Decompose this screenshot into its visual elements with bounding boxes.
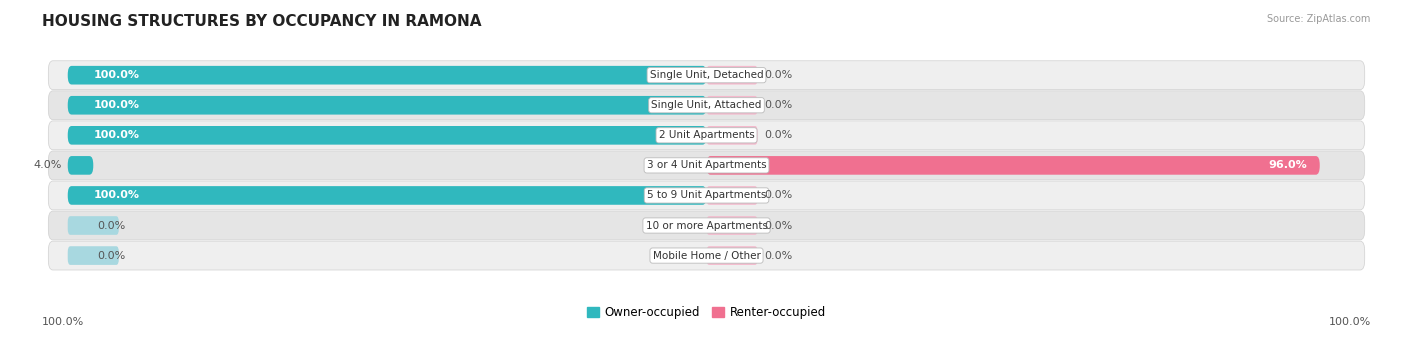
Text: HOUSING STRUCTURES BY OCCUPANCY IN RAMONA: HOUSING STRUCTURES BY OCCUPANCY IN RAMON…	[42, 14, 482, 29]
Legend: Owner-occupied, Renter-occupied: Owner-occupied, Renter-occupied	[582, 301, 831, 324]
Text: 10 or more Apartments: 10 or more Apartments	[645, 221, 768, 231]
FancyBboxPatch shape	[48, 181, 1365, 210]
Text: 0.0%: 0.0%	[763, 221, 792, 231]
Text: 100.0%: 100.0%	[93, 70, 139, 80]
FancyBboxPatch shape	[67, 216, 120, 235]
FancyBboxPatch shape	[707, 126, 758, 145]
Text: 0.0%: 0.0%	[97, 251, 125, 261]
Text: 100.0%: 100.0%	[93, 130, 139, 140]
Text: 5 to 9 Unit Apartments: 5 to 9 Unit Apartments	[647, 190, 766, 201]
FancyBboxPatch shape	[707, 186, 758, 205]
FancyBboxPatch shape	[67, 126, 707, 145]
Text: 96.0%: 96.0%	[1268, 160, 1308, 170]
FancyBboxPatch shape	[48, 241, 1365, 270]
FancyBboxPatch shape	[67, 246, 120, 265]
Text: Source: ZipAtlas.com: Source: ZipAtlas.com	[1267, 14, 1371, 24]
Text: Single Unit, Attached: Single Unit, Attached	[651, 100, 762, 110]
FancyBboxPatch shape	[48, 151, 1365, 180]
Text: 100.0%: 100.0%	[1329, 317, 1371, 327]
Text: Mobile Home / Other: Mobile Home / Other	[652, 251, 761, 261]
FancyBboxPatch shape	[707, 66, 758, 85]
FancyBboxPatch shape	[707, 246, 758, 265]
Text: 4.0%: 4.0%	[32, 160, 62, 170]
FancyBboxPatch shape	[48, 61, 1365, 90]
Text: 3 or 4 Unit Apartments: 3 or 4 Unit Apartments	[647, 160, 766, 170]
FancyBboxPatch shape	[707, 216, 758, 235]
FancyBboxPatch shape	[48, 121, 1365, 150]
FancyBboxPatch shape	[67, 186, 707, 205]
Text: 2 Unit Apartments: 2 Unit Apartments	[658, 130, 755, 140]
FancyBboxPatch shape	[48, 211, 1365, 240]
FancyBboxPatch shape	[67, 156, 93, 175]
Text: 0.0%: 0.0%	[97, 221, 125, 231]
FancyBboxPatch shape	[67, 66, 707, 85]
Text: 0.0%: 0.0%	[763, 70, 792, 80]
FancyBboxPatch shape	[67, 96, 707, 115]
Text: 0.0%: 0.0%	[763, 251, 792, 261]
FancyBboxPatch shape	[48, 91, 1365, 120]
Text: Single Unit, Detached: Single Unit, Detached	[650, 70, 763, 80]
Text: 100.0%: 100.0%	[93, 100, 139, 110]
Text: 0.0%: 0.0%	[763, 100, 792, 110]
Text: 100.0%: 100.0%	[42, 317, 84, 327]
FancyBboxPatch shape	[707, 156, 1320, 175]
Text: 100.0%: 100.0%	[93, 190, 139, 201]
FancyBboxPatch shape	[707, 96, 758, 115]
Text: 0.0%: 0.0%	[763, 130, 792, 140]
Text: 0.0%: 0.0%	[763, 190, 792, 201]
